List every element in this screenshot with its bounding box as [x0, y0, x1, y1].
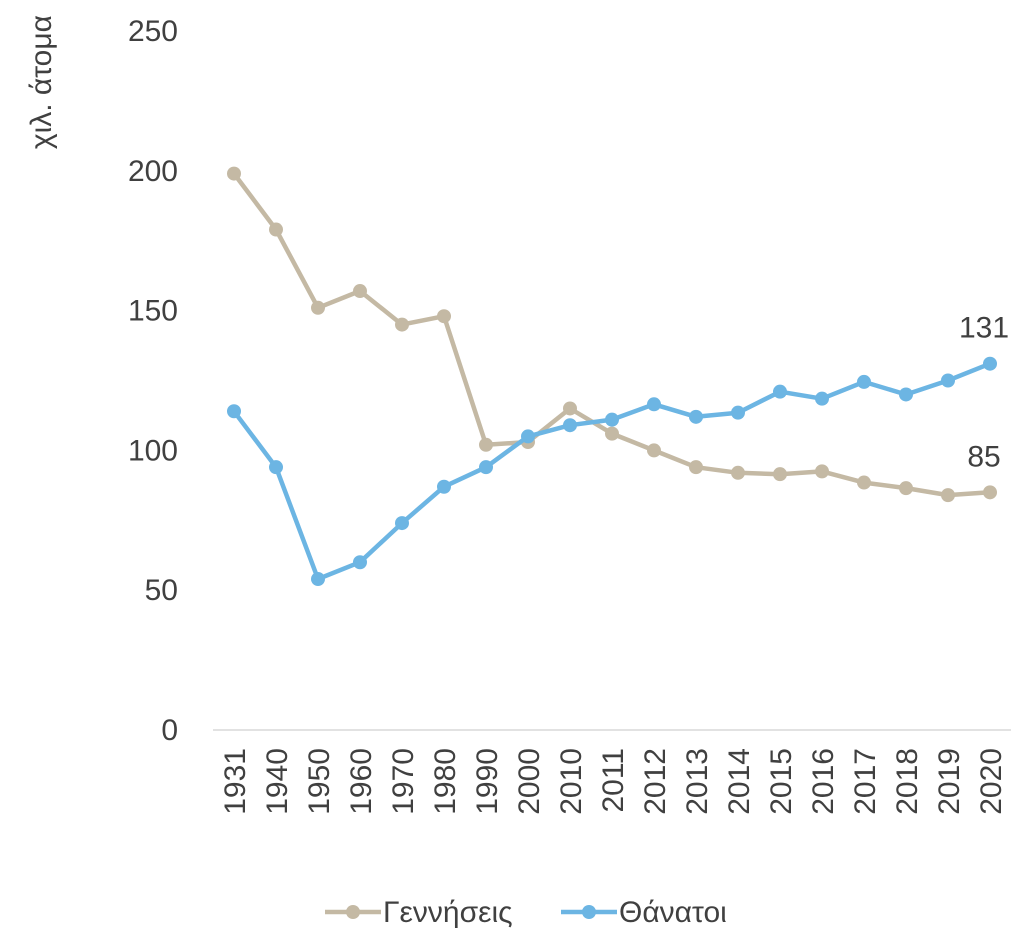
data-point: [479, 437, 493, 452]
data-point: [857, 374, 871, 389]
x-tick-label: 1990: [471, 748, 504, 815]
x-tick-label: 1960: [345, 748, 378, 815]
series-line-1: [231, 171, 993, 498]
y-tick-label: 50: [145, 574, 178, 607]
x-tick-label: 2020: [975, 748, 1008, 815]
x-axis-ticks: 1931 1940 1950 1960 1970 1980 1990 2000 2010 2011…: [219, 748, 1008, 815]
data-point: [437, 309, 451, 324]
x-tick-label: 2012: [639, 748, 672, 815]
x-tick-label: 2011: [597, 748, 630, 813]
x-tick-label: 2000: [513, 748, 546, 815]
data-point: [437, 479, 451, 494]
data-point: [521, 429, 535, 444]
data-point: [479, 460, 493, 475]
x-tick-label: 2016: [807, 748, 840, 815]
data-point: [773, 384, 787, 399]
data-point: [941, 488, 955, 503]
legend-marker: [582, 905, 596, 919]
y-tick-label: 100: [128, 434, 178, 467]
data-point: [983, 356, 997, 371]
data-point: [605, 412, 619, 427]
y-axis-label: χιλ. άτομα: [25, 15, 58, 149]
data-point: [227, 404, 241, 419]
x-tick-label: 1931: [219, 748, 252, 815]
series-group: [227, 166, 997, 587]
data-point: [647, 397, 661, 412]
x-tick-label: 1940: [261, 748, 294, 815]
y-tick-label: 150: [128, 295, 178, 328]
data-label: 131: [959, 312, 1009, 345]
data-label: 85: [967, 440, 1000, 473]
data-point: [689, 460, 703, 475]
data-point: [815, 464, 829, 479]
x-tick-label: 1970: [387, 748, 420, 815]
x-tick-label: 2018: [891, 748, 924, 815]
data-point: [899, 387, 913, 402]
data-point: [857, 475, 871, 490]
legend-label: Θάνατοι: [619, 896, 727, 929]
data-point: [983, 485, 997, 500]
data-point: [353, 284, 367, 299]
x-tick-label: 1980: [429, 748, 462, 815]
data-point: [227, 166, 241, 181]
x-tick-label: 2019: [933, 748, 966, 815]
data-point: [773, 467, 787, 482]
x-tick-label: 2017: [849, 748, 882, 815]
data-point: [311, 300, 325, 315]
data-point: [311, 572, 325, 587]
x-tick-label: 2014: [723, 748, 756, 815]
legend-marker: [346, 905, 360, 919]
x-tick-label: 2015: [765, 748, 798, 815]
series-line-2: [231, 361, 993, 582]
data-point: [815, 391, 829, 406]
y-tick-label: 200: [128, 155, 178, 188]
data-point: [395, 516, 409, 531]
y-tick-label: 0: [161, 714, 178, 747]
data-point: [899, 481, 913, 496]
data-point: [269, 222, 283, 237]
data-point: [353, 555, 367, 570]
x-tick-label: 2013: [681, 748, 714, 815]
y-axis-ticks: 0 50 100 150 200 250: [128, 15, 178, 747]
x-tick-label: 1950: [303, 748, 336, 815]
data-point: [731, 465, 745, 480]
data-point: [731, 405, 745, 420]
data-point: [941, 373, 955, 388]
data-point: [563, 401, 577, 416]
data-point: [605, 426, 619, 441]
data-point: [689, 409, 703, 424]
legend-label: Γεννήσεις: [383, 896, 513, 929]
legend: Γεννήσεις Θάνατοι: [325, 896, 727, 929]
x-tick-label: 2010: [555, 748, 588, 815]
data-point: [269, 460, 283, 475]
data-point: [563, 418, 577, 433]
data-point: [395, 317, 409, 332]
data-labels: 85 131: [959, 312, 1009, 474]
y-tick-label: 250: [128, 15, 178, 48]
data-point: [647, 443, 661, 458]
